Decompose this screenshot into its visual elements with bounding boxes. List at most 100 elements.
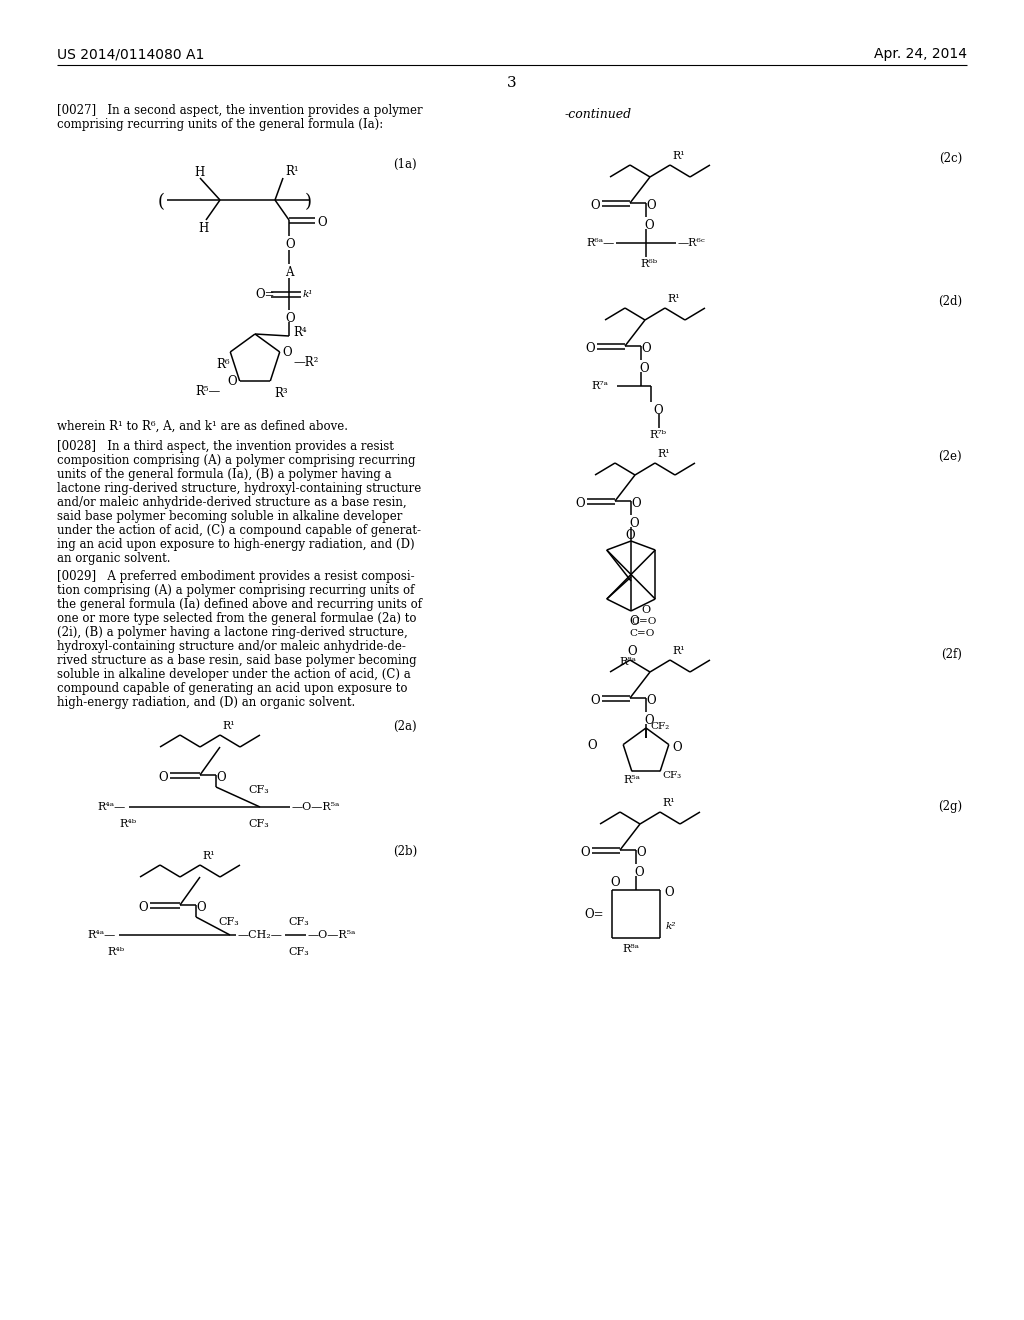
Text: (2a): (2a) <box>393 719 417 733</box>
Text: ): ) <box>305 193 312 211</box>
Text: units of the general formula (Ia), (B) a polymer having a: units of the general formula (Ia), (B) a… <box>57 469 391 480</box>
Text: R⁴: R⁴ <box>293 326 306 339</box>
Text: (2i), (B) a polymer having a lactone ring-derived structure,: (2i), (B) a polymer having a lactone rin… <box>57 626 408 639</box>
Text: Apr. 24, 2014: Apr. 24, 2014 <box>874 48 967 61</box>
Text: R¹: R¹ <box>662 799 675 808</box>
Text: O: O <box>636 846 645 859</box>
Text: [0029]   A preferred embodiment provides a resist composi-: [0029] A preferred embodiment provides a… <box>57 570 415 583</box>
Text: O: O <box>664 886 674 899</box>
Text: H: H <box>194 166 204 180</box>
Text: lactone ring-derived structure, hydroxyl-containing structure: lactone ring-derived structure, hydroxyl… <box>57 482 421 495</box>
Text: R¹: R¹ <box>202 851 215 861</box>
Text: R⁴ᵃ—: R⁴ᵃ— <box>97 803 125 812</box>
Text: R¹: R¹ <box>285 165 299 178</box>
Text: CF₃: CF₃ <box>663 771 681 780</box>
Text: O: O <box>629 517 639 531</box>
Text: O: O <box>641 605 650 615</box>
Text: (2g): (2g) <box>938 800 962 813</box>
Text: [0027]   In a second aspect, the invention provides a polymer: [0027] In a second aspect, the invention… <box>57 104 423 117</box>
Text: said base polymer becoming soluble in alkaline developer: said base polymer becoming soluble in al… <box>57 510 402 523</box>
Text: R¹: R¹ <box>672 645 685 656</box>
Text: —R⁶ᶜ: —R⁶ᶜ <box>678 238 706 248</box>
Text: O: O <box>634 866 644 879</box>
Text: wherein R¹ to R⁶, A, and k¹ are as defined above.: wherein R¹ to R⁶, A, and k¹ are as defin… <box>57 420 348 433</box>
Text: A: A <box>285 267 294 279</box>
Text: an organic solvent.: an organic solvent. <box>57 552 171 565</box>
Text: (2d): (2d) <box>938 294 962 308</box>
Text: CF₃: CF₃ <box>288 946 309 957</box>
Text: O: O <box>629 615 639 628</box>
Text: US 2014/0114080 A1: US 2014/0114080 A1 <box>57 48 205 61</box>
Text: O: O <box>216 771 225 784</box>
Text: (2f): (2f) <box>941 648 962 661</box>
Text: O: O <box>158 771 168 784</box>
Text: O: O <box>227 375 238 388</box>
Text: R⁵ᵃ: R⁵ᵃ <box>624 775 641 785</box>
Text: composition comprising (A) a polymer comprising recurring: composition comprising (A) a polymer com… <box>57 454 416 467</box>
Text: [0028]   In a third aspect, the invention provides a resist: [0028] In a third aspect, the invention … <box>57 440 394 453</box>
Text: O: O <box>644 714 653 727</box>
Text: soluble in alkaline developer under the action of acid, (C) a: soluble in alkaline developer under the … <box>57 668 411 681</box>
Text: O: O <box>587 739 597 751</box>
Text: CF₃: CF₃ <box>248 818 268 829</box>
Text: compound capable of generating an acid upon exposure to: compound capable of generating an acid u… <box>57 682 408 696</box>
Text: O: O <box>646 199 655 213</box>
Text: one or more type selected from the general formulae (2a) to: one or more type selected from the gener… <box>57 612 417 624</box>
Text: R¹: R¹ <box>672 150 685 161</box>
Text: high-energy radiation, and (D) an organic solvent.: high-energy radiation, and (D) an organi… <box>57 696 355 709</box>
Text: ing an acid upon exposure to high-energy radiation, and (D): ing an acid upon exposure to high-energy… <box>57 539 415 550</box>
Text: O: O <box>644 219 653 232</box>
Text: O: O <box>673 741 682 754</box>
Text: R⁶ᵇ: R⁶ᵇ <box>640 259 657 269</box>
Text: R⁶ᵃ—: R⁶ᵃ— <box>586 238 614 248</box>
Text: O: O <box>653 404 663 417</box>
Text: CF₂: CF₂ <box>650 722 670 731</box>
Text: (2e): (2e) <box>938 450 962 463</box>
Text: O: O <box>639 362 648 375</box>
Text: O: O <box>196 902 206 913</box>
Text: C=O: C=O <box>631 616 656 626</box>
Text: (: ( <box>158 193 165 211</box>
Text: H: H <box>198 222 208 235</box>
Text: O: O <box>575 498 585 510</box>
Text: O: O <box>627 645 637 657</box>
Text: (2c): (2c) <box>939 152 962 165</box>
Text: R¹: R¹ <box>667 294 680 304</box>
Text: CF₃: CF₃ <box>218 917 239 927</box>
Text: R¹: R¹ <box>657 449 670 459</box>
Text: CF₃: CF₃ <box>288 917 309 927</box>
Text: hydroxyl-containing structure and/or maleic anhydride-de-: hydroxyl-containing structure and/or mal… <box>57 640 406 653</box>
Text: R⁷ᵇ: R⁷ᵇ <box>649 430 666 440</box>
Text: O: O <box>610 876 620 888</box>
Text: (2b): (2b) <box>393 845 417 858</box>
Text: —CH₂—: —CH₂— <box>238 931 283 940</box>
Text: O=: O= <box>255 288 274 301</box>
Text: O: O <box>317 216 327 228</box>
Text: O: O <box>590 199 600 213</box>
Text: O: O <box>585 342 595 355</box>
Text: k¹: k¹ <box>303 290 313 300</box>
Text: R⁶: R⁶ <box>216 358 230 371</box>
Text: -continued: -continued <box>565 108 632 121</box>
Text: O: O <box>631 498 641 510</box>
Text: CF₃: CF₃ <box>248 785 268 795</box>
Text: R¹: R¹ <box>222 721 234 731</box>
Text: O=: O= <box>584 908 603 921</box>
Text: k²: k² <box>666 921 677 931</box>
Text: the general formula (Ia) defined above and recurring units of: the general formula (Ia) defined above a… <box>57 598 422 611</box>
Text: —O—R⁵ᵃ: —O—R⁵ᵃ <box>308 931 356 940</box>
Text: O: O <box>580 846 590 859</box>
Text: R⁴ᵇ: R⁴ᵇ <box>106 946 124 957</box>
Text: R³: R³ <box>274 387 288 400</box>
Text: R⁴ᵃ—: R⁴ᵃ— <box>87 931 116 940</box>
Text: R⁸ᵃ: R⁸ᵃ <box>622 944 639 954</box>
Text: O: O <box>646 694 655 708</box>
Text: 3: 3 <box>507 77 517 90</box>
Text: (1a): (1a) <box>393 158 417 172</box>
Text: R⁷ᵃ: R⁷ᵃ <box>591 381 608 391</box>
Text: O: O <box>590 694 600 708</box>
Text: rived structure as a base resin, said base polymer becoming: rived structure as a base resin, said ba… <box>57 653 417 667</box>
Text: tion comprising (A) a polymer comprising recurring units of: tion comprising (A) a polymer comprising… <box>57 583 415 597</box>
Text: under the action of acid, (C) a compound capable of generat-: under the action of acid, (C) a compound… <box>57 524 421 537</box>
Text: O: O <box>285 312 295 325</box>
